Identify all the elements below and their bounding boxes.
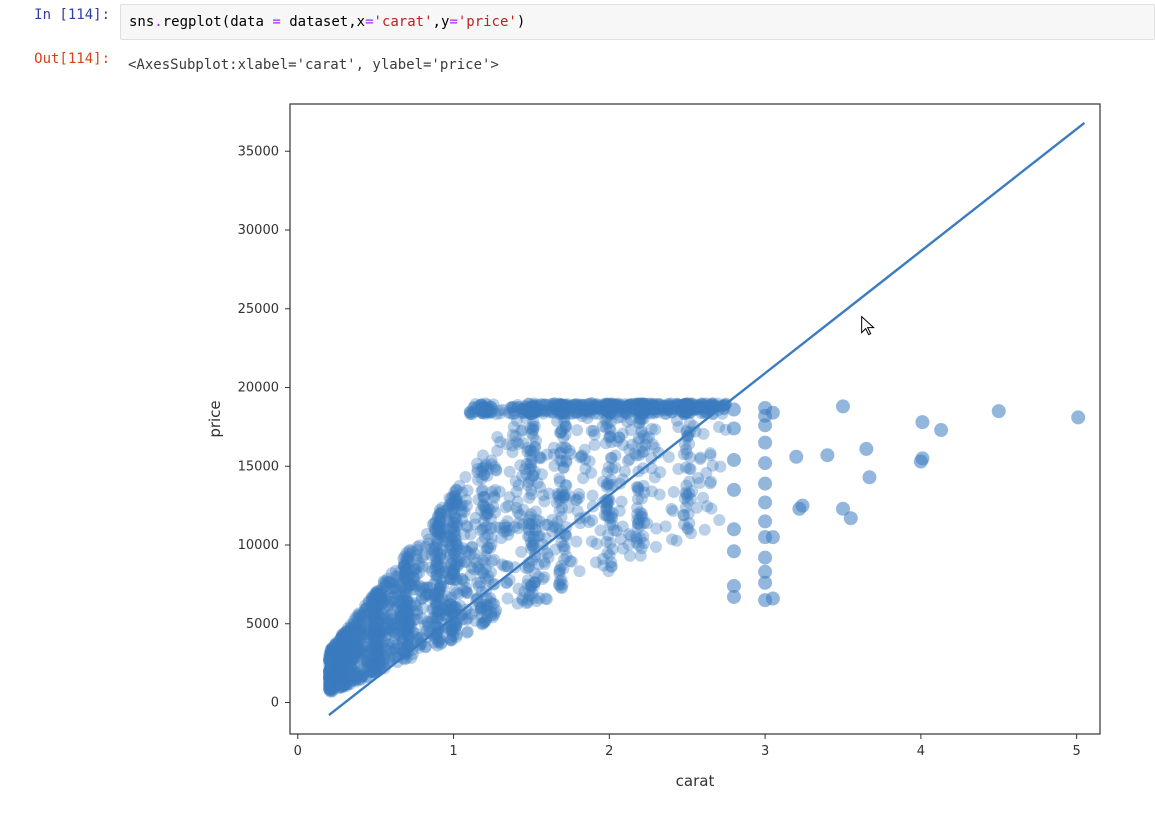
svg-text:5000: 5000 xyxy=(246,617,279,632)
input-prompt: In [114]: xyxy=(0,4,120,26)
svg-text:0: 0 xyxy=(271,696,279,711)
svg-text:2: 2 xyxy=(605,744,613,759)
svg-text:0: 0 xyxy=(294,744,302,759)
x-axis-label: carat xyxy=(676,772,715,790)
svg-text:30000: 30000 xyxy=(238,223,279,238)
svg-text:1: 1 xyxy=(449,744,457,759)
output-prompt: Out[114]: xyxy=(0,48,120,70)
svg-text:3: 3 xyxy=(761,744,769,759)
svg-text:25000: 25000 xyxy=(238,302,279,317)
input-cell: In [114]: sns.regplot(data = dataset,x='… xyxy=(0,0,1155,44)
output-text: <AxesSubplot:xlabel='carat', ylabel='pri… xyxy=(120,48,1155,76)
svg-text:35000: 35000 xyxy=(238,144,279,159)
y-axis-label: price xyxy=(206,400,224,437)
output-cell: Out[114]: <AxesSubplot:xlabel='carat', y… xyxy=(0,44,1155,80)
svg-text:20000: 20000 xyxy=(238,381,279,396)
plot-output: 0 1 2 3 4 5 0 5000 10000 15000 20000 25000 30000 3500… xyxy=(120,84,1155,804)
svg-text:15000: 15000 xyxy=(238,459,279,474)
svg-text:5: 5 xyxy=(1072,744,1080,759)
svg-text:10000: 10000 xyxy=(238,538,279,553)
code-input[interactable]: sns.regplot(data = dataset,x='carat',y='… xyxy=(120,4,1155,40)
regplot-figure: 0 1 2 3 4 5 0 5000 10000 15000 20000 25000 30000 3500… xyxy=(120,84,1120,804)
svg-text:4: 4 xyxy=(917,744,925,759)
